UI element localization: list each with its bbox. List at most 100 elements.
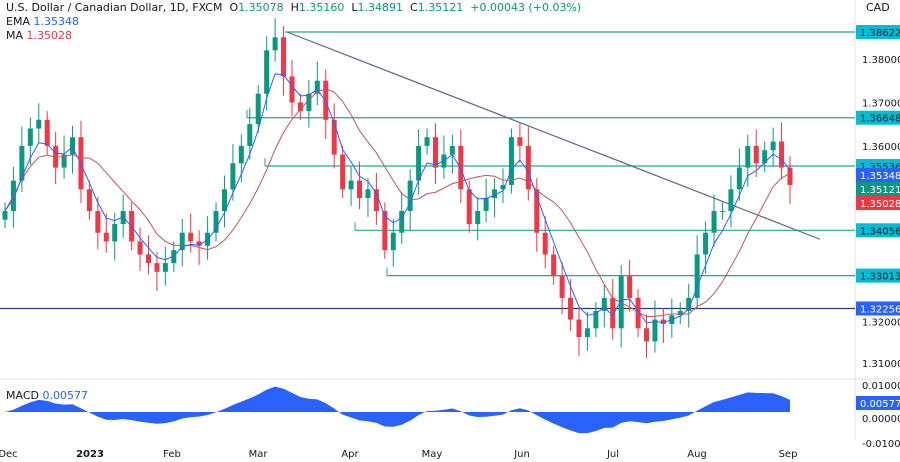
candle-body bbox=[576, 319, 582, 337]
x-tick-label: Aug bbox=[687, 449, 707, 460]
candle-body bbox=[297, 102, 303, 112]
symbol-header: U.S. Dollar / Canadian Dollar, 1D, FXCM … bbox=[6, 1, 582, 14]
level-price-tag bbox=[856, 110, 900, 125]
candle-body bbox=[365, 189, 371, 198]
x-tick-label: Apr bbox=[341, 449, 359, 460]
candle-body bbox=[762, 150, 768, 164]
level-price-label: 1.35536 bbox=[860, 162, 900, 173]
candle-body bbox=[86, 189, 92, 212]
x-tick-label: May bbox=[422, 449, 443, 460]
trendline bbox=[286, 31, 821, 240]
candle-body bbox=[416, 145, 422, 181]
price-tag-label: 1.35121 bbox=[860, 185, 900, 196]
candle-body bbox=[753, 145, 759, 164]
candle-body bbox=[61, 154, 67, 168]
candle-body bbox=[373, 189, 379, 212]
candle-body bbox=[483, 197, 489, 212]
level-price-tag bbox=[856, 25, 900, 39]
x-tick-label: Jul bbox=[606, 449, 619, 460]
candle-body bbox=[44, 119, 50, 146]
candle-body bbox=[382, 211, 388, 251]
macd-tick-label: 0.01000 bbox=[862, 381, 900, 392]
candle-body bbox=[584, 328, 590, 337]
candle-body bbox=[466, 189, 472, 225]
candle-body bbox=[179, 232, 185, 251]
level-price-label: 1.36648 bbox=[860, 114, 900, 125]
candle-body bbox=[542, 232, 548, 255]
price-tag bbox=[856, 196, 900, 210]
price-tag bbox=[856, 168, 900, 182]
macd-price-label: 0.00577 bbox=[860, 399, 900, 410]
x-tick-label: Dec bbox=[0, 449, 18, 460]
candle-body bbox=[306, 93, 312, 112]
candle-body bbox=[736, 167, 742, 190]
candle-body bbox=[112, 224, 118, 242]
candle-body bbox=[601, 297, 607, 311]
macd-area bbox=[5, 386, 790, 434]
candle-body bbox=[264, 50, 270, 94]
candle-body bbox=[745, 145, 751, 168]
candle-body bbox=[357, 180, 363, 198]
candle-body bbox=[694, 254, 700, 298]
candle-body bbox=[424, 137, 430, 146]
ma-line bbox=[4, 88, 791, 318]
candle-body bbox=[103, 232, 109, 242]
candle-body bbox=[627, 276, 633, 298]
candle-body bbox=[36, 119, 42, 129]
price-tag-label: 1.35348 bbox=[860, 171, 900, 182]
candle-body bbox=[779, 141, 785, 168]
x-tick-label: Feb bbox=[163, 449, 181, 460]
candle-body bbox=[525, 145, 531, 190]
candle-body bbox=[95, 211, 101, 233]
candle-body bbox=[559, 276, 565, 298]
level-price-label: 1.34056 bbox=[860, 226, 900, 237]
y-tick-label: 1.36000 bbox=[862, 142, 900, 153]
y-tick-label: 1.31000 bbox=[862, 359, 900, 370]
candle-body bbox=[238, 145, 244, 164]
candle-body bbox=[534, 189, 540, 233]
level-price-tag bbox=[856, 223, 900, 238]
ema-line bbox=[4, 73, 791, 324]
x-tick-label: Mar bbox=[249, 449, 269, 460]
candle-body bbox=[323, 80, 329, 120]
candle-body bbox=[770, 141, 776, 151]
candle-body bbox=[432, 137, 438, 168]
candle-body bbox=[551, 254, 557, 277]
macd-tick-label: 0.00000 bbox=[862, 414, 900, 425]
candle-body bbox=[154, 263, 160, 272]
candle-body bbox=[568, 297, 574, 320]
candle-body bbox=[390, 232, 396, 251]
ma-legend[interactable]: MA 1.35028 bbox=[6, 29, 73, 42]
candle-body bbox=[19, 145, 25, 181]
candle-body bbox=[492, 189, 498, 198]
candle-body bbox=[787, 167, 793, 185]
macd-price-tag bbox=[856, 396, 900, 410]
price-tag bbox=[856, 182, 900, 196]
level-price-label: 1.33013 bbox=[860, 272, 900, 283]
candle-body bbox=[27, 128, 33, 146]
x-tick-label: Jun bbox=[513, 449, 530, 460]
level-price-tag bbox=[856, 268, 900, 283]
candle-body bbox=[500, 184, 506, 190]
candle-body bbox=[635, 297, 641, 329]
price-tag-label: 1.35028 bbox=[860, 199, 900, 210]
candle-body bbox=[508, 137, 514, 185]
candle-body bbox=[660, 319, 666, 324]
macd-legend[interactable]: MACD 0.00577 bbox=[6, 389, 88, 402]
ema-legend[interactable]: EMA 1.35348 bbox=[6, 15, 79, 28]
x-tick-label: Sep bbox=[779, 449, 798, 460]
candle-body bbox=[213, 211, 219, 233]
candle-body bbox=[399, 211, 405, 233]
currency-label: CAD bbox=[866, 1, 890, 14]
candle-body bbox=[348, 180, 354, 190]
candle-body bbox=[289, 76, 295, 103]
candle-body bbox=[677, 310, 683, 316]
candle-body bbox=[137, 241, 143, 255]
candle-body bbox=[120, 211, 126, 225]
candle-body bbox=[281, 37, 287, 77]
y-tick-label: 1.32000 bbox=[862, 317, 900, 328]
candle-body bbox=[314, 80, 320, 94]
candle-body bbox=[247, 124, 253, 146]
candle-body bbox=[70, 137, 76, 155]
